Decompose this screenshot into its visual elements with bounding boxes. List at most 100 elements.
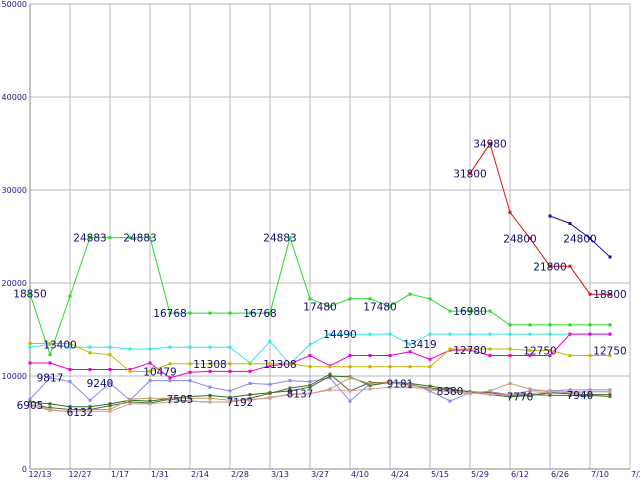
data-point bbox=[268, 364, 272, 368]
data-point bbox=[48, 402, 52, 406]
data-point bbox=[88, 236, 92, 240]
data-label: 24800 bbox=[503, 233, 536, 245]
data-label: 13419 bbox=[403, 339, 436, 351]
data-label: 7192 bbox=[227, 397, 254, 409]
data-point bbox=[28, 404, 32, 408]
data-label: 24800 bbox=[563, 233, 596, 245]
data-point bbox=[548, 393, 552, 397]
y-axis-ticks: 0 10000 20000 30000 40000 50000 bbox=[2, 0, 27, 474]
x-tick-label: 5/29 bbox=[471, 470, 489, 479]
data-point bbox=[408, 382, 412, 386]
data-labels: 18850 13400 24883 24883 9817 9240 6905 6132 1676… bbox=[13, 139, 626, 419]
data-point bbox=[608, 394, 612, 398]
data-point bbox=[148, 361, 152, 365]
data-point bbox=[108, 345, 112, 349]
data-point bbox=[188, 379, 192, 383]
data-point bbox=[168, 362, 172, 366]
data-label: 17480 bbox=[303, 301, 336, 313]
data-point bbox=[268, 311, 272, 315]
data-point bbox=[108, 402, 112, 406]
data-point bbox=[268, 382, 272, 386]
grid bbox=[29, 3, 631, 470]
data-label: 24883 bbox=[123, 233, 156, 245]
data-point bbox=[488, 309, 492, 313]
data-point bbox=[608, 354, 612, 358]
data-point bbox=[528, 389, 532, 393]
data-point bbox=[148, 396, 152, 400]
data-point bbox=[608, 390, 612, 394]
data-point bbox=[488, 391, 492, 395]
series-line bbox=[29, 235, 610, 357]
data-point bbox=[68, 367, 72, 371]
series-line bbox=[549, 215, 611, 258]
data-label: 16768 bbox=[243, 308, 276, 320]
x-tick-label: 1/31 bbox=[151, 470, 169, 479]
data-point bbox=[488, 142, 492, 146]
data-point bbox=[348, 332, 352, 336]
data-point bbox=[588, 354, 592, 358]
series-line bbox=[30, 342, 610, 373]
data-label: 12750 bbox=[593, 345, 626, 357]
data-point bbox=[28, 292, 32, 296]
data-point bbox=[28, 397, 32, 401]
data-point bbox=[68, 380, 72, 384]
data-point bbox=[588, 332, 592, 336]
data-point bbox=[288, 386, 292, 390]
data-point bbox=[88, 345, 92, 349]
data-point bbox=[308, 297, 312, 301]
data-point bbox=[388, 365, 392, 369]
data-point bbox=[608, 388, 612, 392]
data-point bbox=[408, 385, 412, 389]
data-point bbox=[228, 389, 232, 393]
data-point bbox=[128, 347, 132, 351]
x-tick-label: 3/27 bbox=[311, 470, 329, 479]
data-point bbox=[228, 398, 232, 402]
data-point bbox=[228, 362, 232, 366]
data-point bbox=[208, 394, 212, 398]
data-point bbox=[188, 345, 192, 349]
data-point bbox=[368, 383, 372, 387]
data-label: 7940 bbox=[567, 390, 594, 402]
data-label: 18800 bbox=[593, 289, 626, 301]
data-point bbox=[568, 332, 572, 336]
data-point bbox=[608, 323, 612, 327]
data-point bbox=[428, 357, 432, 361]
data-point bbox=[488, 354, 492, 358]
data-point bbox=[328, 374, 332, 378]
data-point bbox=[448, 399, 452, 403]
data-point bbox=[188, 394, 192, 398]
data-point bbox=[88, 405, 92, 409]
data-point bbox=[468, 171, 472, 175]
data-point bbox=[128, 236, 132, 240]
data-label: 7770 bbox=[507, 392, 534, 404]
data-point bbox=[528, 236, 532, 240]
data-point bbox=[468, 347, 472, 351]
data-point bbox=[348, 389, 352, 393]
y-tick-label: 20000 bbox=[2, 279, 27, 288]
data-point bbox=[468, 332, 472, 336]
data-point bbox=[88, 407, 92, 411]
data-point bbox=[88, 409, 92, 413]
data-point bbox=[328, 388, 332, 392]
data-point bbox=[448, 389, 452, 393]
data-point bbox=[568, 354, 572, 358]
data-point bbox=[48, 376, 52, 380]
data-point bbox=[328, 304, 332, 308]
data-point bbox=[168, 400, 172, 404]
data-point bbox=[188, 362, 192, 366]
data-point bbox=[288, 379, 292, 383]
data-point bbox=[68, 409, 72, 413]
data-label: 9817 bbox=[37, 373, 64, 385]
data-label: 6905 bbox=[17, 400, 44, 412]
data-point bbox=[208, 385, 212, 389]
data-point bbox=[188, 396, 192, 400]
data-label: 8137 bbox=[287, 388, 314, 400]
data-point bbox=[508, 354, 512, 358]
data-point bbox=[488, 389, 492, 393]
data-point bbox=[608, 332, 612, 336]
data-point bbox=[328, 365, 332, 369]
x-tick-label: 12/27 bbox=[68, 470, 91, 479]
data-point bbox=[348, 354, 352, 358]
data-point bbox=[368, 354, 372, 358]
